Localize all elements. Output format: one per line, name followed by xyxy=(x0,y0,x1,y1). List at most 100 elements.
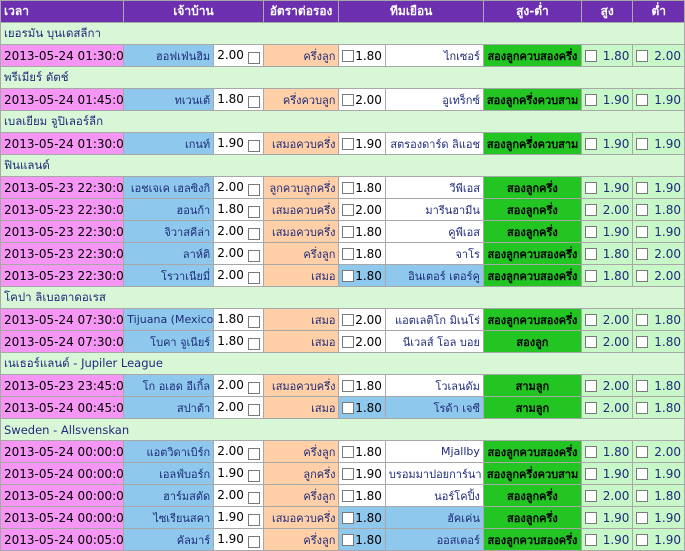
home-team[interactable]: ทเวนเต้ xyxy=(124,89,214,110)
over-odd-cell[interactable]: 1.90 xyxy=(581,133,633,154)
away-odd-checkbox[interactable] xyxy=(342,467,355,480)
over-odd-cell[interactable]: 2.00 xyxy=(581,309,633,330)
home-team[interactable]: โก อเฮด อีเกิ้ล xyxy=(124,375,214,396)
over-odd-cell[interactable]: 1.90 xyxy=(581,89,633,110)
away-odd-cell[interactable]: 1.80 xyxy=(339,529,385,550)
over-checkbox[interactable] xyxy=(584,137,597,150)
over-odd-cell[interactable]: 1.90 xyxy=(581,507,633,528)
home-odd-cell[interactable]: 1.90 xyxy=(214,133,263,154)
over-checkbox[interactable] xyxy=(584,313,597,326)
under-odd-cell[interactable]: 1.90 xyxy=(633,463,684,484)
under-checkbox[interactable] xyxy=(636,533,649,546)
home-odd-cell[interactable]: 1.80 xyxy=(214,89,263,110)
under-checkbox[interactable] xyxy=(636,225,649,238)
home-odd-cell[interactable]: 1.90 xyxy=(214,463,263,484)
home-odd-checkbox[interactable] xyxy=(247,271,260,284)
under-checkbox[interactable] xyxy=(636,379,649,392)
under-checkbox[interactable] xyxy=(636,93,649,106)
away-odd-cell[interactable]: 2.00 xyxy=(339,331,385,352)
under-checkbox[interactable] xyxy=(636,489,649,502)
away-odd-cell[interactable]: 1.80 xyxy=(339,485,385,506)
under-checkbox[interactable] xyxy=(636,401,649,414)
home-odd-checkbox[interactable] xyxy=(247,491,260,504)
under-odd-cell[interactable]: 1.80 xyxy=(633,375,684,396)
under-checkbox[interactable] xyxy=(636,313,649,326)
home-team[interactable]: ฮอฟเฟ่นฮิม xyxy=(124,45,214,66)
over-odd-cell[interactable]: 1.80 xyxy=(581,441,633,462)
home-odd-cell[interactable]: 1.90 xyxy=(214,507,263,528)
home-odd-checkbox[interactable] xyxy=(247,513,260,526)
over-odd-cell[interactable]: 2.00 xyxy=(581,375,633,396)
over-checkbox[interactable] xyxy=(584,401,597,414)
under-odd-cell[interactable]: 1.90 xyxy=(633,529,684,550)
away-odd-cell[interactable]: 1.80 xyxy=(339,441,385,462)
home-team[interactable]: Tijuana (Mexico) xyxy=(124,309,214,330)
away-odd-checkbox[interactable] xyxy=(342,181,355,194)
home-team[interactable]: จิวาสคีล่า xyxy=(124,221,214,242)
over-odd-cell[interactable]: 2.00 xyxy=(581,397,633,418)
over-checkbox[interactable] xyxy=(584,93,597,106)
over-odd-cell[interactable]: 1.90 xyxy=(581,221,633,242)
away-team[interactable]: คูพีเอส xyxy=(385,221,483,242)
over-checkbox[interactable] xyxy=(584,203,597,216)
over-checkbox[interactable] xyxy=(584,225,597,238)
away-odd-cell[interactable]: 1.80 xyxy=(339,265,385,286)
home-team[interactable]: สปาต้า xyxy=(124,397,214,418)
home-team[interactable]: โบคา จูเนียร์ xyxy=(124,331,214,352)
home-team[interactable]: เอลฟ์บอร์ก xyxy=(124,463,214,484)
away-odd-checkbox[interactable] xyxy=(342,203,355,216)
away-odd-checkbox[interactable] xyxy=(342,445,355,458)
away-odd-cell[interactable]: 1.80 xyxy=(339,397,385,418)
home-odd-cell[interactable]: 1.80 xyxy=(214,309,263,330)
under-odd-cell[interactable]: 1.90 xyxy=(633,89,684,110)
home-odd-cell[interactable]: 2.00 xyxy=(214,177,263,198)
away-odd-checkbox[interactable] xyxy=(342,335,355,348)
away-odd-checkbox[interactable] xyxy=(342,313,355,326)
home-odd-checkbox[interactable] xyxy=(247,403,260,416)
over-checkbox[interactable] xyxy=(584,269,597,282)
home-team[interactable]: โรวาเนียมี่ xyxy=(124,265,214,286)
away-odd-checkbox[interactable] xyxy=(342,401,355,414)
over-checkbox[interactable] xyxy=(584,533,597,546)
over-checkbox[interactable] xyxy=(584,335,597,348)
home-team[interactable]: เกนท์ xyxy=(124,133,214,154)
over-odd-cell[interactable]: 1.90 xyxy=(581,177,633,198)
away-team[interactable]: ออสเตอร์ xyxy=(385,529,483,550)
away-odd-cell[interactable]: 1.80 xyxy=(339,375,385,396)
away-odd-checkbox[interactable] xyxy=(342,93,355,106)
away-odd-checkbox[interactable] xyxy=(342,511,355,524)
away-team[interactable]: อินเตอร์ เตอร์คู xyxy=(385,265,483,286)
under-odd-cell[interactable]: 1.80 xyxy=(633,309,684,330)
away-odd-checkbox[interactable] xyxy=(342,489,355,502)
home-odd-checkbox[interactable] xyxy=(247,469,260,482)
over-odd-cell[interactable]: 2.00 xyxy=(581,485,633,506)
home-odd-cell[interactable]: 2.00 xyxy=(214,265,263,286)
under-odd-cell[interactable]: 2.00 xyxy=(633,45,684,66)
over-checkbox[interactable] xyxy=(584,445,597,458)
under-odd-cell[interactable]: 1.80 xyxy=(633,485,684,506)
home-odd-cell[interactable]: 1.80 xyxy=(214,199,263,220)
home-team[interactable]: เอชเจเค เฮลซิงกิ xyxy=(124,177,214,198)
under-odd-cell[interactable]: 2.00 xyxy=(633,243,684,264)
home-team[interactable]: แอตวิดาเบิร์ก xyxy=(124,441,214,462)
home-odd-cell[interactable]: 2.00 xyxy=(214,397,263,418)
under-odd-cell[interactable]: 1.90 xyxy=(633,133,684,154)
home-odd-cell[interactable]: 2.00 xyxy=(214,441,263,462)
over-checkbox[interactable] xyxy=(584,379,597,392)
home-odd-checkbox[interactable] xyxy=(247,315,260,328)
under-checkbox[interactable] xyxy=(636,445,649,458)
under-checkbox[interactable] xyxy=(636,269,649,282)
home-odd-checkbox[interactable] xyxy=(247,227,260,240)
under-odd-cell[interactable]: 1.90 xyxy=(633,507,684,528)
away-odd-cell[interactable]: 1.90 xyxy=(339,133,385,154)
over-checkbox[interactable] xyxy=(584,247,597,260)
under-odd-cell[interactable]: 1.80 xyxy=(633,331,684,352)
away-team[interactable]: วีพีเอส xyxy=(385,177,483,198)
away-team[interactable]: Mjallby xyxy=(385,441,483,462)
away-odd-cell[interactable]: 2.00 xyxy=(339,309,385,330)
over-checkbox[interactable] xyxy=(584,489,597,502)
under-checkbox[interactable] xyxy=(636,335,649,348)
under-checkbox[interactable] xyxy=(636,511,649,524)
home-odd-cell[interactable]: 2.00 xyxy=(214,375,263,396)
under-odd-cell[interactable]: 1.80 xyxy=(633,199,684,220)
